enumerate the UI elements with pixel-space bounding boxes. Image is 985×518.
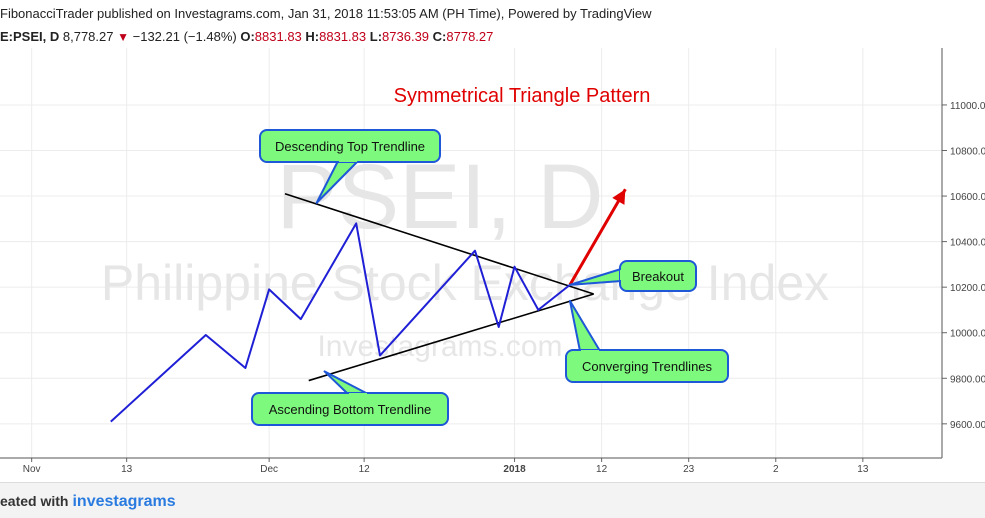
x-tick-label: 12 (596, 464, 608, 475)
x-tick-label: Dec (260, 464, 278, 475)
footer-created-label: eated with (0, 493, 68, 509)
y-tick-label: 9800.00 (950, 374, 985, 385)
x-tick-label: 13 (121, 464, 133, 475)
y-tick-label: 11000.00 (950, 101, 985, 112)
watermark-site: Investagrams.com (317, 330, 562, 363)
y-tick-label: 10400.00 (950, 238, 985, 249)
price-chart: PSEI, D Philippine Stock Exchange Index … (0, 0, 985, 482)
callout-label: Descending Top Trendline (275, 139, 425, 154)
x-tick-label: 12 (359, 464, 371, 475)
x-tick-label: 2018 (503, 464, 526, 475)
callout-seam (339, 158, 357, 162)
x-tick-label: Nov (23, 464, 41, 475)
callout-seam (581, 350, 599, 354)
x-tick-label: 2 (773, 464, 779, 475)
y-tick-label: 10200.00 (950, 283, 985, 294)
y-tick-label: 10800.00 (950, 147, 985, 158)
callout-seam (620, 270, 624, 280)
x-tick-label: 13 (857, 464, 869, 475)
callout-seam (349, 393, 367, 397)
y-tick-label: 10600.00 (950, 192, 985, 203)
callout-label: Breakout (632, 269, 684, 284)
chart-grid (0, 48, 942, 458)
callout-label: Converging Trendlines (582, 359, 713, 374)
footer-brand-logo[interactable]: investagrams (72, 493, 175, 510)
callout-label: Ascending Bottom Trendline (269, 402, 432, 417)
y-tick-label: 9600.00 (950, 420, 985, 431)
x-tick-label: 23 (683, 464, 695, 475)
watermark-sub: Philippine Stock Exchange Index (101, 255, 829, 311)
chart-title: Symmetrical Triangle Pattern (394, 85, 651, 107)
y-tick-label: 10000.00 (950, 329, 985, 340)
plot-area (0, 48, 942, 458)
